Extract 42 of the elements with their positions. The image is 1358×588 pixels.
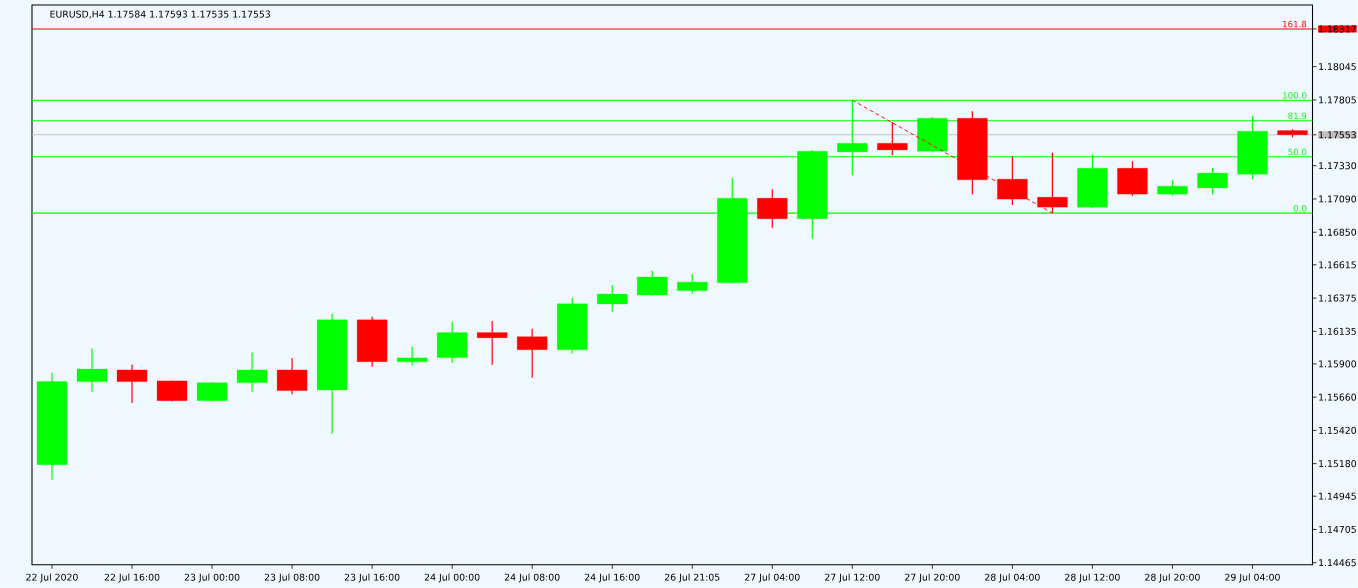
x-tick-label: 28 Jul 12:00 <box>1065 573 1120 583</box>
y-tick-label: 1.18317 <box>1319 25 1356 33</box>
x-tick-label: 24 Jul 00:00 <box>424 573 480 583</box>
candlestick <box>477 320 508 366</box>
annotation: 161.8 <box>1283 20 1307 28</box>
x-tick-label: 23 Jul 16:00 <box>344 573 400 583</box>
annotation: 100.0 <box>1283 92 1307 99</box>
y-tick-label: 1.17330 <box>1319 162 1357 170</box>
x-tick-label: 29 Jul 04:00 <box>1225 573 1280 583</box>
y-tick-label: 1.14945 <box>1319 492 1356 500</box>
y-tick-label: 1.15420 <box>1319 426 1357 434</box>
y-tick-label: 1.14705 <box>1319 526 1356 534</box>
x-tick-label: 28 Jul 20:00 <box>1145 573 1200 583</box>
y-tick-label: 1.16375 <box>1319 294 1356 302</box>
x-tick-label: 27 Jul 20:00 <box>905 573 960 583</box>
y-tick-label: 1.14465 <box>1319 559 1356 567</box>
x-tick-label: 24 Jul 16:00 <box>584 573 640 583</box>
candlestick <box>397 346 428 367</box>
y-tick-label: 1.17090 <box>1319 195 1357 203</box>
y-tick-label: 1.15180 <box>1319 460 1357 468</box>
y-tick-label: 1.16850 <box>1319 228 1357 236</box>
annotation: 81.9 <box>1288 112 1307 120</box>
x-tick-label: 26 Jul 21:05 <box>664 573 720 583</box>
y-tick-label: 1.16135 <box>1319 327 1356 335</box>
x-tick-label: 27 Jul 04:00 <box>745 573 800 583</box>
x-tick-label: 23 Jul 08:00 <box>264 573 320 583</box>
x-tick-label: 23 Jul 00:00 <box>184 573 240 583</box>
y-tick-label: 1.18045 <box>1319 63 1356 71</box>
y-tick-label: 1.16615 <box>1319 261 1356 269</box>
annotation: 50.0 <box>1288 148 1307 156</box>
candlestick <box>877 121 908 156</box>
y-tick-label: 1.17553 <box>1319 131 1356 139</box>
x-tick-label: 22 Jul 2020 <box>26 573 78 583</box>
y-tick-label: 1.15660 <box>1319 393 1357 401</box>
text: EURUSD,H4 1.17584 1.17593 1.17535 1.17553 <box>50 10 271 19</box>
x-tick-label: 24 Jul 08:00 <box>504 573 560 583</box>
x-tick-label: 27 Jul 12:00 <box>825 573 880 583</box>
y-tick-label: 1.15900 <box>1319 360 1357 368</box>
x-tick-label: 22 Jul 16:00 <box>104 573 160 583</box>
x-tick-label: 28 Jul 04:00 <box>985 573 1040 583</box>
annotation: 0.0 <box>1293 205 1307 212</box>
y-tick-label: 1.17805 <box>1319 96 1356 104</box>
